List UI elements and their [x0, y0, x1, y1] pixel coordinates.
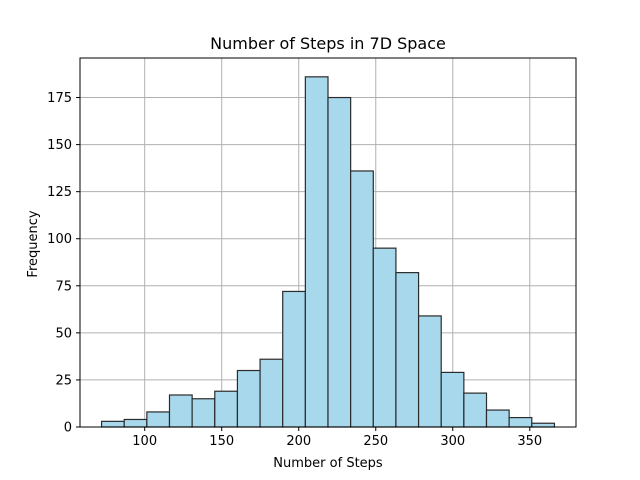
histogram-bar [463, 392, 488, 428]
histogram-bars [100, 76, 556, 428]
histogram-bar [100, 420, 125, 428]
plot-frame [79, 57, 577, 428]
chart-title: Number of Steps in 7D Space [210, 34, 446, 53]
x-tick-label: 150 [209, 434, 234, 449]
histogram-bar [304, 76, 329, 428]
y-tick-label: 0 [64, 421, 72, 436]
histogram-bar [531, 422, 556, 428]
histogram-bar [214, 390, 239, 428]
histogram-bar [236, 369, 261, 428]
histogram-bar [395, 272, 420, 428]
y-tick-label: 150 [47, 138, 72, 153]
histogram-bar [191, 398, 216, 428]
histogram-bar [508, 416, 533, 428]
y-tick-label: 175 [47, 91, 72, 106]
histogram-bar [372, 247, 397, 428]
x-tick-label: 200 [286, 434, 311, 449]
y-tick-label: 125 [47, 185, 72, 200]
histogram-bar [440, 371, 465, 428]
x-axis-label: Number of Steps [273, 456, 383, 471]
histogram-bar [282, 290, 306, 428]
histogram-bar [168, 394, 193, 428]
histogram-bar [259, 358, 284, 428]
x-tick-label: 250 [363, 434, 388, 449]
y-axis-label: Frequency [26, 210, 41, 277]
x-axis-ticks: 100 150 200 250 300 350 [132, 427, 542, 449]
y-tick-label: 75 [55, 279, 72, 294]
y-tick-label: 50 [55, 326, 72, 341]
x-tick-label: 350 [517, 434, 542, 449]
y-axis-ticks: 0 25 50 75 100 125 150 175 [47, 91, 80, 436]
x-tick-label: 300 [440, 434, 465, 449]
y-tick-label: 100 [47, 232, 72, 247]
histogram-bar [417, 315, 442, 428]
histogram-bar [485, 409, 510, 428]
y-tick-label: 25 [55, 373, 72, 388]
histogram-bar [123, 418, 148, 428]
histogram-bar [327, 96, 352, 428]
histogram-bar [350, 170, 374, 428]
histogram-bar [146, 411, 171, 428]
x-tick-label: 100 [132, 434, 157, 449]
